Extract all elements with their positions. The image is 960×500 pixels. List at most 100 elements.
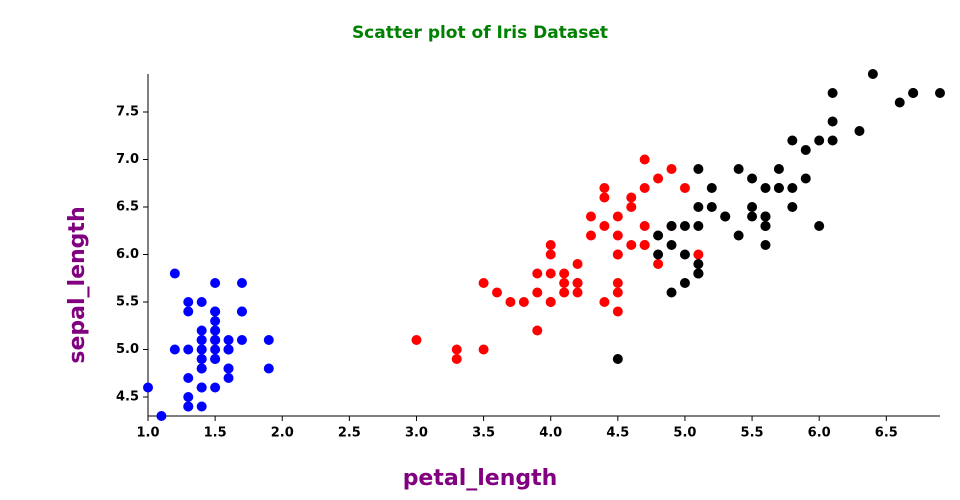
point <box>747 211 758 222</box>
point <box>196 363 207 374</box>
point <box>679 221 690 231</box>
point <box>183 306 194 317</box>
x-axis-title: petal_length <box>403 466 558 491</box>
point <box>787 183 798 193</box>
point <box>827 88 838 98</box>
point <box>236 335 247 345</box>
point <box>653 230 664 241</box>
point <box>908 88 919 98</box>
point <box>196 401 207 412</box>
point <box>411 335 422 345</box>
point <box>451 354 462 364</box>
point <box>653 249 664 260</box>
point <box>612 249 623 260</box>
point <box>585 230 596 241</box>
point <box>545 268 556 279</box>
x-tick-label: 1.0 <box>136 426 159 441</box>
x-tick-label: 2.0 <box>271 426 294 441</box>
point <box>760 211 771 222</box>
chart-title: Scatter plot of Iris Dataset <box>352 23 608 43</box>
point <box>639 183 650 193</box>
point <box>599 183 610 193</box>
point <box>720 211 731 222</box>
point <box>263 363 274 374</box>
point <box>612 230 623 241</box>
y-tick-label: 7.0 <box>116 152 139 167</box>
x-tick-label: 1.5 <box>204 426 227 441</box>
point <box>210 354 221 364</box>
point <box>612 278 623 288</box>
point <box>196 297 207 307</box>
point <box>572 278 583 288</box>
point <box>653 173 664 184</box>
point <box>693 221 704 231</box>
point <box>935 88 945 98</box>
y-tick-label: 5.0 <box>116 342 139 357</box>
point <box>706 202 717 212</box>
point <box>612 287 623 298</box>
point <box>169 344 180 355</box>
point <box>545 249 556 260</box>
point <box>814 221 825 231</box>
point <box>532 268 543 279</box>
point <box>156 411 167 421</box>
point <box>223 344 234 355</box>
point <box>478 344 489 355</box>
point <box>666 287 677 298</box>
point <box>773 183 784 193</box>
point <box>183 392 194 402</box>
point <box>263 335 274 345</box>
y-tick-label: 6.5 <box>116 200 139 215</box>
point <box>679 249 690 260</box>
point <box>787 135 798 146</box>
point <box>545 240 556 250</box>
point <box>505 297 516 307</box>
point <box>585 211 596 222</box>
point <box>518 297 529 307</box>
point <box>451 344 462 355</box>
point <box>693 268 704 279</box>
x-tick-label: 4.0 <box>539 426 562 441</box>
point <box>760 240 771 250</box>
point <box>532 325 543 336</box>
point <box>733 164 744 174</box>
point <box>572 259 583 269</box>
point <box>666 164 677 174</box>
point <box>800 173 811 184</box>
point <box>693 202 704 212</box>
point <box>814 135 825 146</box>
point <box>747 173 758 184</box>
point <box>760 183 771 193</box>
point <box>169 268 180 279</box>
point <box>612 354 623 364</box>
point <box>183 373 194 383</box>
point <box>210 306 221 317</box>
point <box>559 287 570 298</box>
point <box>599 297 610 307</box>
point <box>747 202 758 212</box>
x-tick-label: 3.0 <box>405 426 428 441</box>
point <box>236 306 247 317</box>
y-tick-label: 4.5 <box>116 390 139 405</box>
point <box>223 363 234 374</box>
point <box>183 401 194 412</box>
point <box>679 183 690 193</box>
point <box>612 306 623 317</box>
point <box>639 154 650 165</box>
point <box>183 344 194 355</box>
point <box>800 145 811 155</box>
point <box>236 278 247 288</box>
point <box>559 268 570 279</box>
x-tick-label: 4.5 <box>606 426 629 441</box>
point <box>559 278 570 288</box>
x-tick-label: 6.0 <box>808 426 831 441</box>
point <box>196 335 207 345</box>
point <box>854 126 865 136</box>
point <box>196 344 207 355</box>
point <box>210 344 221 355</box>
point <box>693 259 704 269</box>
point <box>626 192 637 203</box>
point <box>478 278 489 288</box>
point <box>196 325 207 336</box>
